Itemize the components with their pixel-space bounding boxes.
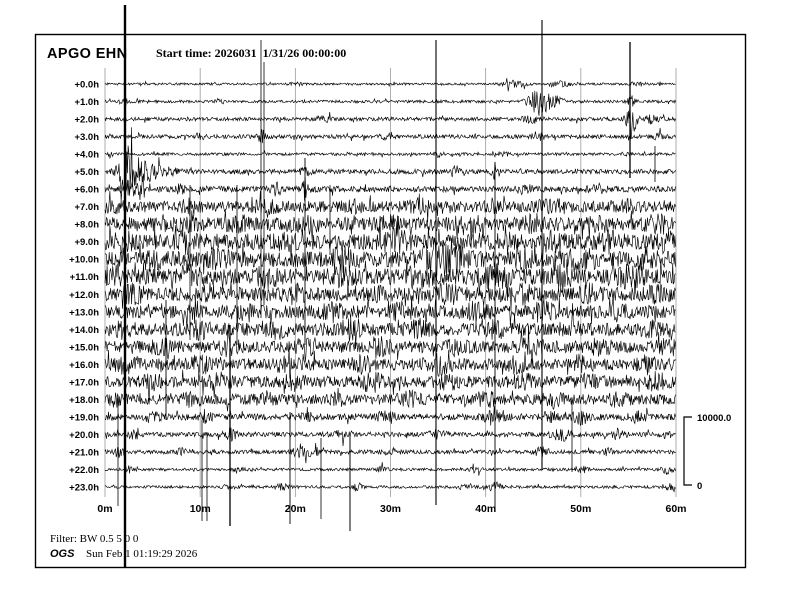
- trace-row-+19.0h: [104, 406, 676, 427]
- trace-row-+14.0h: [104, 303, 676, 348]
- hour-label-23: +23.0h: [69, 483, 99, 494]
- hour-label-9: +9.0h: [74, 237, 99, 248]
- trace-row-+10.0h: [104, 237, 676, 280]
- minute-axis: 0m 10m 20m 30m 40m 50m 60m: [97, 503, 686, 515]
- hour-label-21: +21.0h: [69, 448, 99, 459]
- scale-max-label: 10000.0: [697, 413, 731, 424]
- scale-bracket: [683, 416, 692, 486]
- minute-tick-0m: 0m: [97, 503, 112, 515]
- minute-tick-50m: 50m: [570, 503, 591, 515]
- filter-label: Filter: BW 0.5 5 0 0: [50, 533, 139, 545]
- trace-row-+3.0h: [104, 127, 676, 144]
- hour-label-15: +15.0h: [69, 342, 99, 353]
- minute-tick-40m: 40m: [475, 503, 496, 515]
- org-label: OGS: [50, 548, 75, 560]
- figure-border: [34, 33, 747, 569]
- hour-label-8: +8.0h: [74, 220, 99, 231]
- trace-row-+1.0h: [104, 90, 676, 116]
- trace-row-+16.0h: [104, 346, 676, 379]
- trace-row-+23.0h: [104, 481, 676, 493]
- minute-tick-20m: 20m: [285, 503, 306, 515]
- hour-label-18: +18.0h: [69, 395, 99, 406]
- hour-label-22: +22.0h: [69, 465, 99, 476]
- trace-row-+22.0h: [104, 462, 676, 476]
- trace-row-+13.0h: [104, 293, 676, 330]
- minute-tick-60m: 60m: [665, 503, 686, 515]
- hour-label-2: +2.0h: [74, 115, 99, 126]
- hour-label-16: +16.0h: [69, 360, 99, 371]
- trace-row-+0.0h: [104, 78, 676, 92]
- trace-row-+9.0h: [104, 215, 676, 266]
- trace-row-+4.0h: [104, 149, 676, 159]
- hour-label-1: +1.0h: [74, 97, 99, 108]
- minute-tick-30m: 30m: [380, 503, 401, 515]
- event-spikes: [117, 5, 656, 568]
- trace-row-+7.0h: [104, 190, 676, 223]
- minute-tick-10m: 10m: [190, 503, 211, 515]
- hour-label-5: +5.0h: [74, 167, 99, 178]
- trace-row-+21.0h: [104, 442, 676, 464]
- trace-row-+2.0h: [104, 101, 676, 140]
- hour-label-13: +13.0h: [69, 307, 99, 318]
- scale-min-label: 0: [697, 481, 702, 492]
- trace-row-+20.0h: [104, 427, 676, 447]
- hour-label-11: +11.0h: [70, 272, 100, 283]
- station-title: APGO EHN: [47, 46, 128, 62]
- hour-label-19: +19.0h: [69, 412, 99, 423]
- hour-label-20: +20.0h: [69, 430, 99, 441]
- timestamp-label: Sun Feb 1 01:19:29 2026: [86, 548, 198, 560]
- start-time-label: Start time: 2026031 1/31/26 00:00:00: [156, 46, 346, 60]
- trace-row-+8.0h: [104, 210, 676, 249]
- trace-lines: [104, 78, 676, 493]
- trace-row-+12.0h: [104, 280, 676, 311]
- hour-labels: +0.0h +1.0h +2.0h +3.0h +4.0h +5.0h +6.0h +7.0h…: [69, 80, 99, 494]
- trace-row-+11.0h: [104, 250, 676, 301]
- hour-label-4: +4.0h: [74, 150, 99, 161]
- trace-row-+15.0h: [104, 324, 676, 370]
- trace-row-+17.0h: [104, 369, 676, 405]
- trace-row-+6.0h: [104, 176, 676, 201]
- hour-label-0: +0.0h: [74, 80, 99, 91]
- hour-label-14: +14.0h: [69, 325, 99, 336]
- trace-row-+5.0h: [104, 127, 676, 202]
- hour-label-10: +10.0h: [69, 255, 99, 266]
- hour-label-3: +3.0h: [74, 132, 99, 143]
- hour-label-6: +6.0h: [74, 185, 99, 196]
- trace-row-+18.0h: [104, 387, 676, 412]
- hour-label-7: +7.0h: [74, 202, 99, 213]
- hour-label-17: +17.0h: [69, 377, 99, 388]
- hour-label-12: +12.0h: [69, 290, 99, 301]
